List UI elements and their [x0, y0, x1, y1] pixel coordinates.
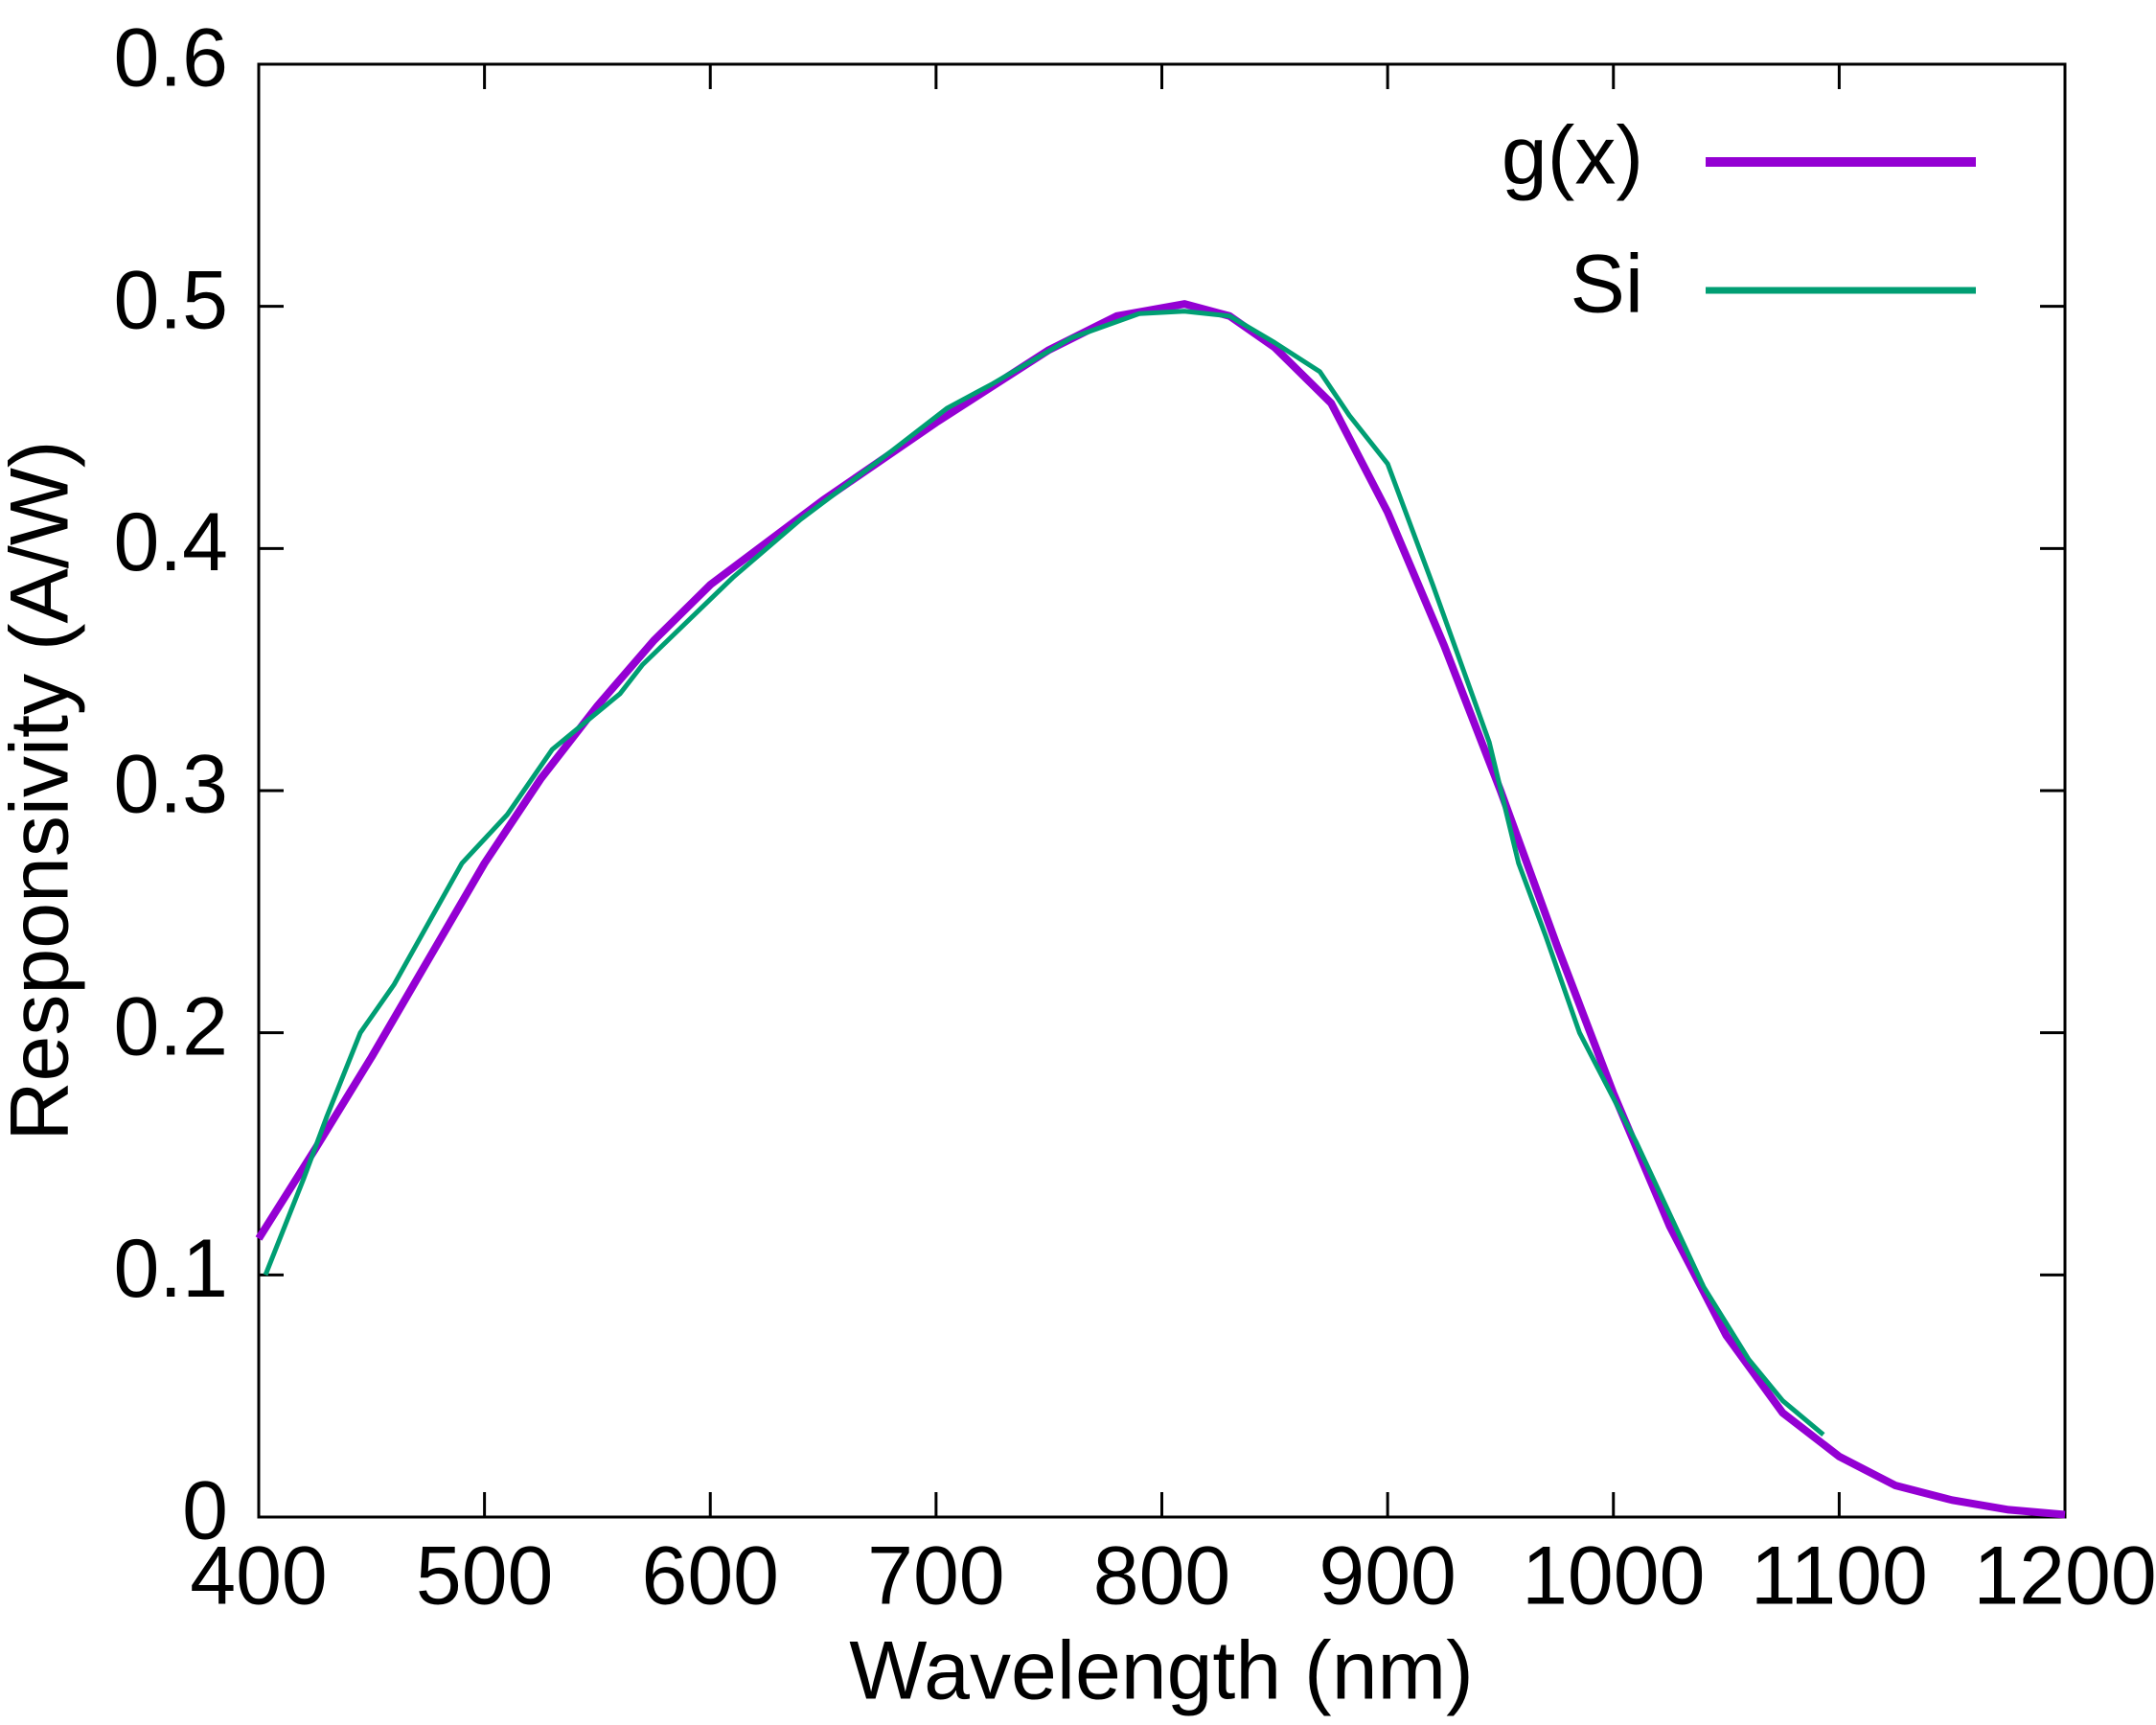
x-axis-label: Wavelength (nm) [849, 1625, 1474, 1717]
x-tick-label: 600 [642, 1530, 780, 1622]
y-tick-label: 0.6 [113, 12, 228, 104]
x-tick-label: 400 [190, 1530, 328, 1622]
x-tick-label: 900 [1319, 1530, 1456, 1622]
y-tick-label: 0.3 [113, 739, 228, 831]
y-tick-label: 0 [182, 1465, 228, 1557]
legend-label: Si [1571, 239, 1643, 331]
series-line [255, 300, 2066, 1519]
legend-label: g(x) [1502, 110, 1643, 202]
y-axis-label: Responsivity (A/W) [0, 440, 86, 1140]
y-tick-label: 0.5 [113, 254, 228, 346]
y-tick-label: 0.1 [113, 1223, 228, 1315]
x-tick-label: 1100 [1751, 1530, 1928, 1622]
x-tick-label: 700 [867, 1530, 1005, 1622]
x-tick-label: 1000 [1522, 1530, 1705, 1622]
x-tick-label: 500 [416, 1530, 554, 1622]
y-tick-label: 0.2 [113, 980, 228, 1072]
x-tick-label: 1200 [1973, 1530, 2156, 1622]
series-line [263, 309, 1825, 1438]
plot-frame [257, 62, 2067, 1519]
x-tick-label: 800 [1093, 1530, 1231, 1622]
y-tick-label: 0.4 [113, 496, 228, 588]
